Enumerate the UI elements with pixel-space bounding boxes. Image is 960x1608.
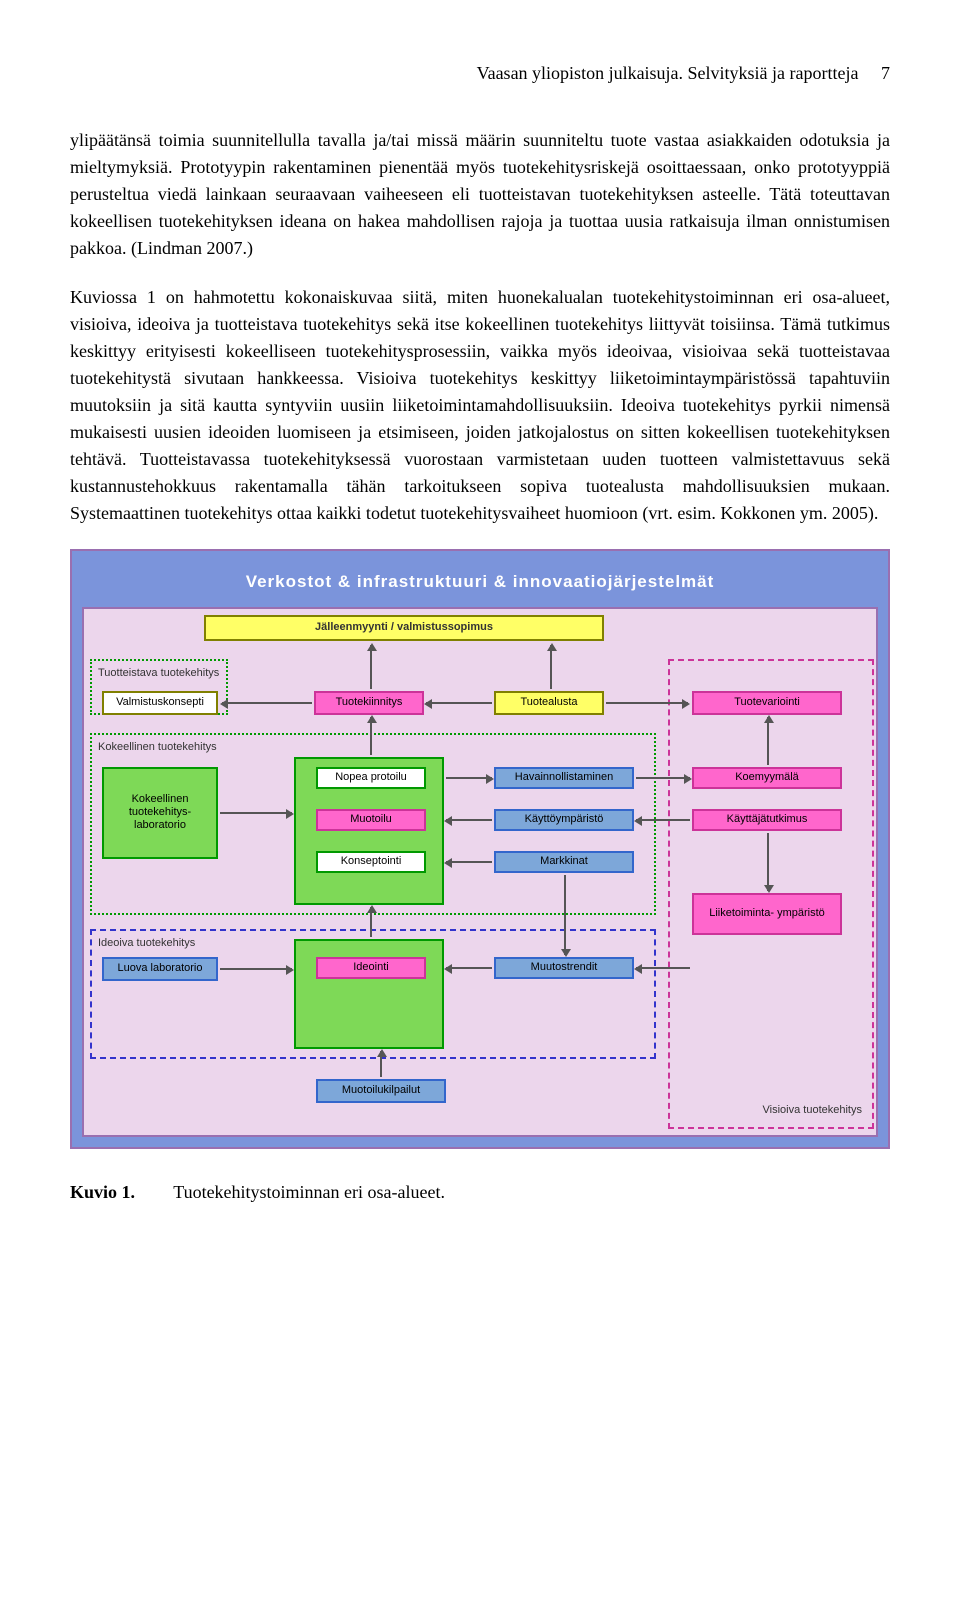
arrow: [636, 819, 690, 821]
node-kayttoymparisto: Käyttöympäristö: [494, 809, 634, 831]
figure-caption: Kuvio 1. Tuotekehitystoiminnan eri osa-a…: [70, 1179, 890, 1206]
diagram-inner: Jälleenmyynti / valmistussopimus Tuottei…: [82, 607, 878, 1137]
node-jalleenmyynti: Jälleenmyynti / valmistussopimus: [204, 615, 604, 641]
body-paragraph-1: ylipäätänsä toimia suunnitellulla tavall…: [70, 127, 890, 262]
node-tuotealusta: Tuotealusta: [494, 691, 604, 715]
body-paragraph-2: Kuviossa 1 on hahmotettu kokonaiskuvaa s…: [70, 284, 890, 527]
caption-label: Kuvio 1.: [70, 1182, 135, 1202]
arrow: [380, 1051, 382, 1077]
arrow: [767, 717, 769, 765]
arrow: [446, 967, 492, 969]
arrow: [370, 645, 372, 689]
node-kayttajatutkimus: Käyttäjätutkimus: [692, 809, 842, 831]
arrow: [370, 717, 372, 755]
node-nopea-protoilu: Nopea protoilu: [316, 767, 426, 789]
node-muotoilu: Muotoilu: [316, 809, 426, 831]
running-title: Vaasan yliopiston julkaisuja. Selvityksi…: [477, 63, 859, 83]
node-kokeellinen-lab: Kokeellinen tuotekehitys- laboratorio: [102, 767, 218, 859]
node-valmistuskonsepti: Valmistuskonsepti: [102, 691, 218, 715]
node-green-block-2: [294, 939, 444, 1049]
diagram-kuvio-1: Verkostot & infrastruktuuri & innovaatio…: [70, 549, 890, 1149]
node-tuotekiinnitys: Tuotekiinnitys: [314, 691, 424, 715]
node-luova-laboratorio: Luova laboratorio: [102, 957, 218, 981]
running-header: Vaasan yliopiston julkaisuja. Selvityksi…: [70, 60, 890, 87]
arrow: [636, 777, 690, 779]
arrow: [636, 967, 690, 969]
arrow: [606, 702, 688, 704]
diagram-title: Verkostot & infrastruktuuri & innovaatio…: [82, 561, 878, 607]
page-number: 7: [881, 63, 890, 83]
arrow: [220, 968, 292, 970]
arrow: [446, 777, 492, 779]
arrow: [550, 645, 552, 689]
node-ideointi: Ideointi: [316, 957, 426, 979]
arrow: [446, 861, 492, 863]
arrow: [220, 812, 292, 814]
arrow: [426, 702, 492, 704]
node-konseptointi: Konseptointi: [316, 851, 426, 873]
arrow: [767, 833, 769, 891]
node-markkinat: Markkinat: [494, 851, 634, 873]
node-muotoilukilpailut: Muotoilukilpailut: [316, 1079, 446, 1103]
caption-text: Tuotekehitystoiminnan eri osa-alueet.: [173, 1182, 445, 1202]
arrow: [446, 819, 492, 821]
arrow: [222, 702, 312, 704]
node-tuotevariointi: Tuotevariointi: [692, 691, 842, 715]
arrow: [370, 907, 372, 937]
node-koemyymala: Koemyymälä: [692, 767, 842, 789]
node-havainnollistaminen: Havainnollistaminen: [494, 767, 634, 789]
arrow: [564, 875, 566, 955]
node-muutostrendit: Muutostrendit: [494, 957, 634, 979]
node-liiketoimintaymp: Liiketoiminta- ympäristö: [692, 893, 842, 935]
